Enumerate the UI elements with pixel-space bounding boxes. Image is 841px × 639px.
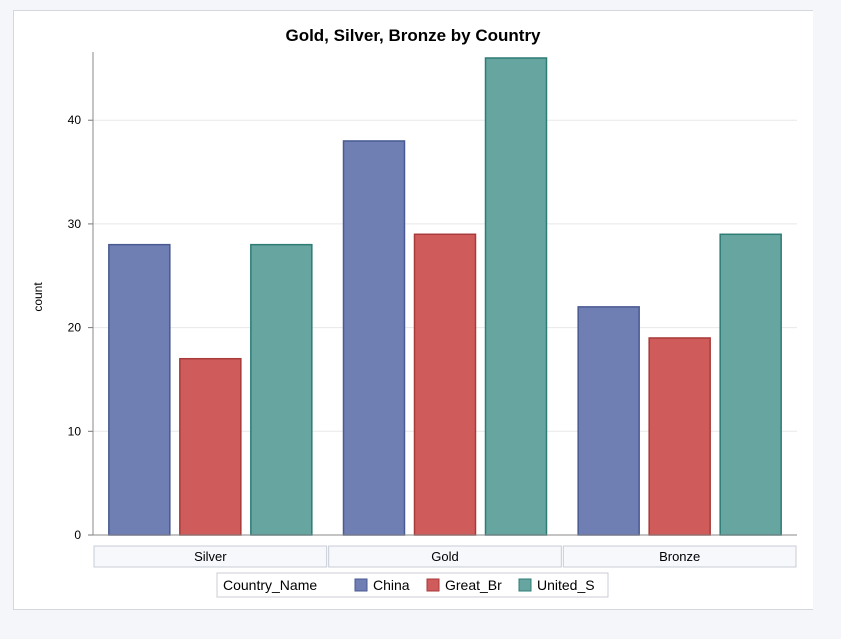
- y-tick-label: 10: [68, 424, 82, 438]
- bar-silver-china: [108, 243, 171, 536]
- legend-swatch-china: [354, 578, 368, 592]
- legend-label-china: China: [373, 577, 410, 593]
- y-axis-label: count: [31, 282, 45, 312]
- category-cell: [562, 545, 797, 568]
- category-cell: [328, 545, 562, 568]
- bar-bronze-great_br: [648, 337, 711, 536]
- legend-label-great_br: Great_Br: [445, 577, 502, 593]
- y-tick-label: 20: [68, 321, 82, 335]
- category-strip: Silver Gold Bronze: [93, 545, 797, 568]
- bar-gold-china: [342, 140, 406, 536]
- category-label: Gold: [431, 549, 458, 564]
- axes: 0 10 20 30 40: [68, 52, 797, 542]
- chart-title: Gold, Silver, Bronze by Country: [285, 26, 541, 45]
- right-edge-strip: [813, 0, 841, 639]
- bar-silver-great_br: [179, 357, 242, 536]
- y-tick-label: 40: [68, 113, 82, 127]
- y-tick-label: 30: [68, 217, 82, 231]
- legend-label-united_s: United_S: [537, 577, 595, 593]
- legend: Country_Name China Great_Br United_S: [216, 572, 609, 598]
- legend-title: Country_Name: [223, 577, 317, 593]
- legend-swatch-united_s: [518, 578, 532, 592]
- legend-swatch-great_br: [426, 578, 440, 592]
- legend-box: [216, 572, 609, 598]
- bar-silver-united_s: [250, 243, 313, 536]
- bars-group: [108, 57, 782, 536]
- y-tick-label: 0: [74, 528, 81, 542]
- bar-bronze-china: [577, 306, 640, 536]
- category-label: Bronze: [659, 549, 700, 564]
- category-label: Silver: [194, 549, 227, 564]
- bar-bronze-united_s: [719, 233, 782, 536]
- bar-gold-united_s: [484, 57, 548, 536]
- category-cell: [93, 545, 328, 568]
- bar-gold-great_br: [413, 233, 477, 536]
